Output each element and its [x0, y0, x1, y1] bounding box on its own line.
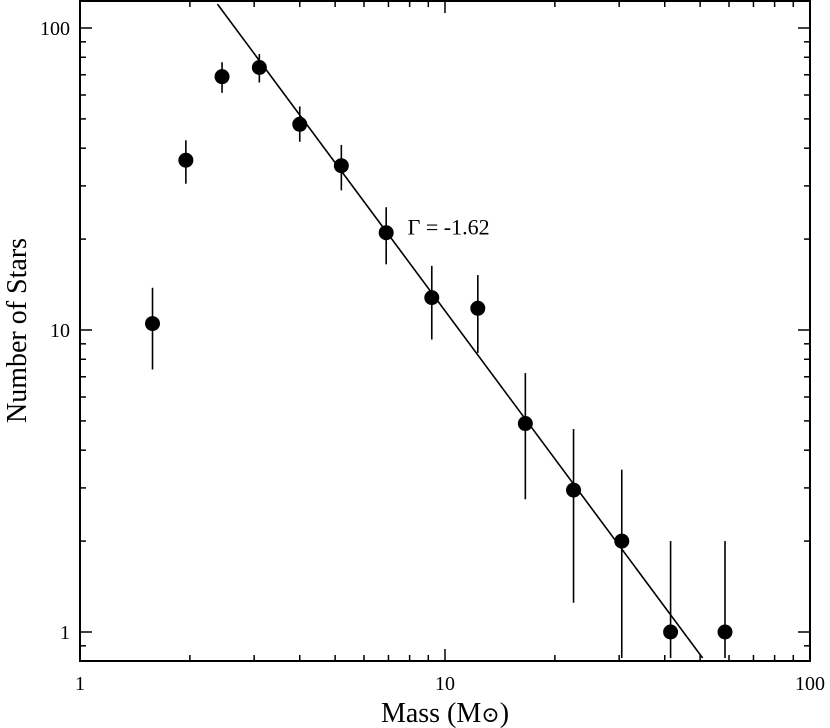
data-point	[178, 152, 194, 168]
point-layer	[145, 59, 733, 640]
y-tick-label: 1	[60, 622, 70, 644]
data-point	[251, 59, 267, 75]
fit-layer	[216, 3, 704, 659]
data-point	[663, 624, 679, 640]
data-point	[378, 225, 394, 241]
plot-frame	[79, 0, 811, 662]
data-point	[614, 533, 630, 549]
x-axis-title: Mass (M⊙)	[381, 698, 509, 728]
data-point	[517, 416, 533, 432]
y-tick-label: 10	[50, 320, 70, 342]
sun-symbol: ⊙	[481, 702, 499, 727]
data-point	[717, 624, 733, 640]
data-point	[214, 69, 230, 85]
data-point	[292, 116, 308, 132]
x-tick-label: 100	[795, 673, 825, 695]
data-point	[424, 290, 440, 306]
tick-layer: 1 10 100 1 10 100	[40, 1, 825, 695]
x-tick-label: 10	[435, 673, 455, 695]
x-tick-label: 1	[75, 673, 85, 695]
data-point	[333, 158, 349, 174]
y-tick-label: 100	[40, 18, 70, 40]
data-point	[470, 300, 486, 316]
x-axis-title-text: Mass (M	[381, 698, 481, 728]
x-axis-title-close: )	[500, 698, 509, 728]
fit-line	[216, 3, 704, 659]
errorbar-layer	[151, 54, 726, 659]
y-axis-title: Number of Stars	[2, 238, 33, 423]
data-point	[566, 482, 582, 498]
slope-annotation: Γ = -1.62	[408, 215, 490, 240]
data-point	[145, 316, 161, 332]
